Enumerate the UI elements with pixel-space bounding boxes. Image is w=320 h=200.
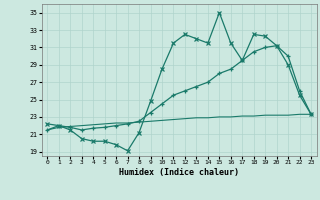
X-axis label: Humidex (Indice chaleur): Humidex (Indice chaleur) <box>119 168 239 177</box>
